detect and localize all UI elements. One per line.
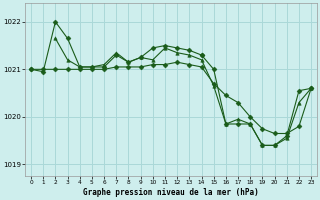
X-axis label: Graphe pression niveau de la mer (hPa): Graphe pression niveau de la mer (hPa) — [83, 188, 259, 197]
